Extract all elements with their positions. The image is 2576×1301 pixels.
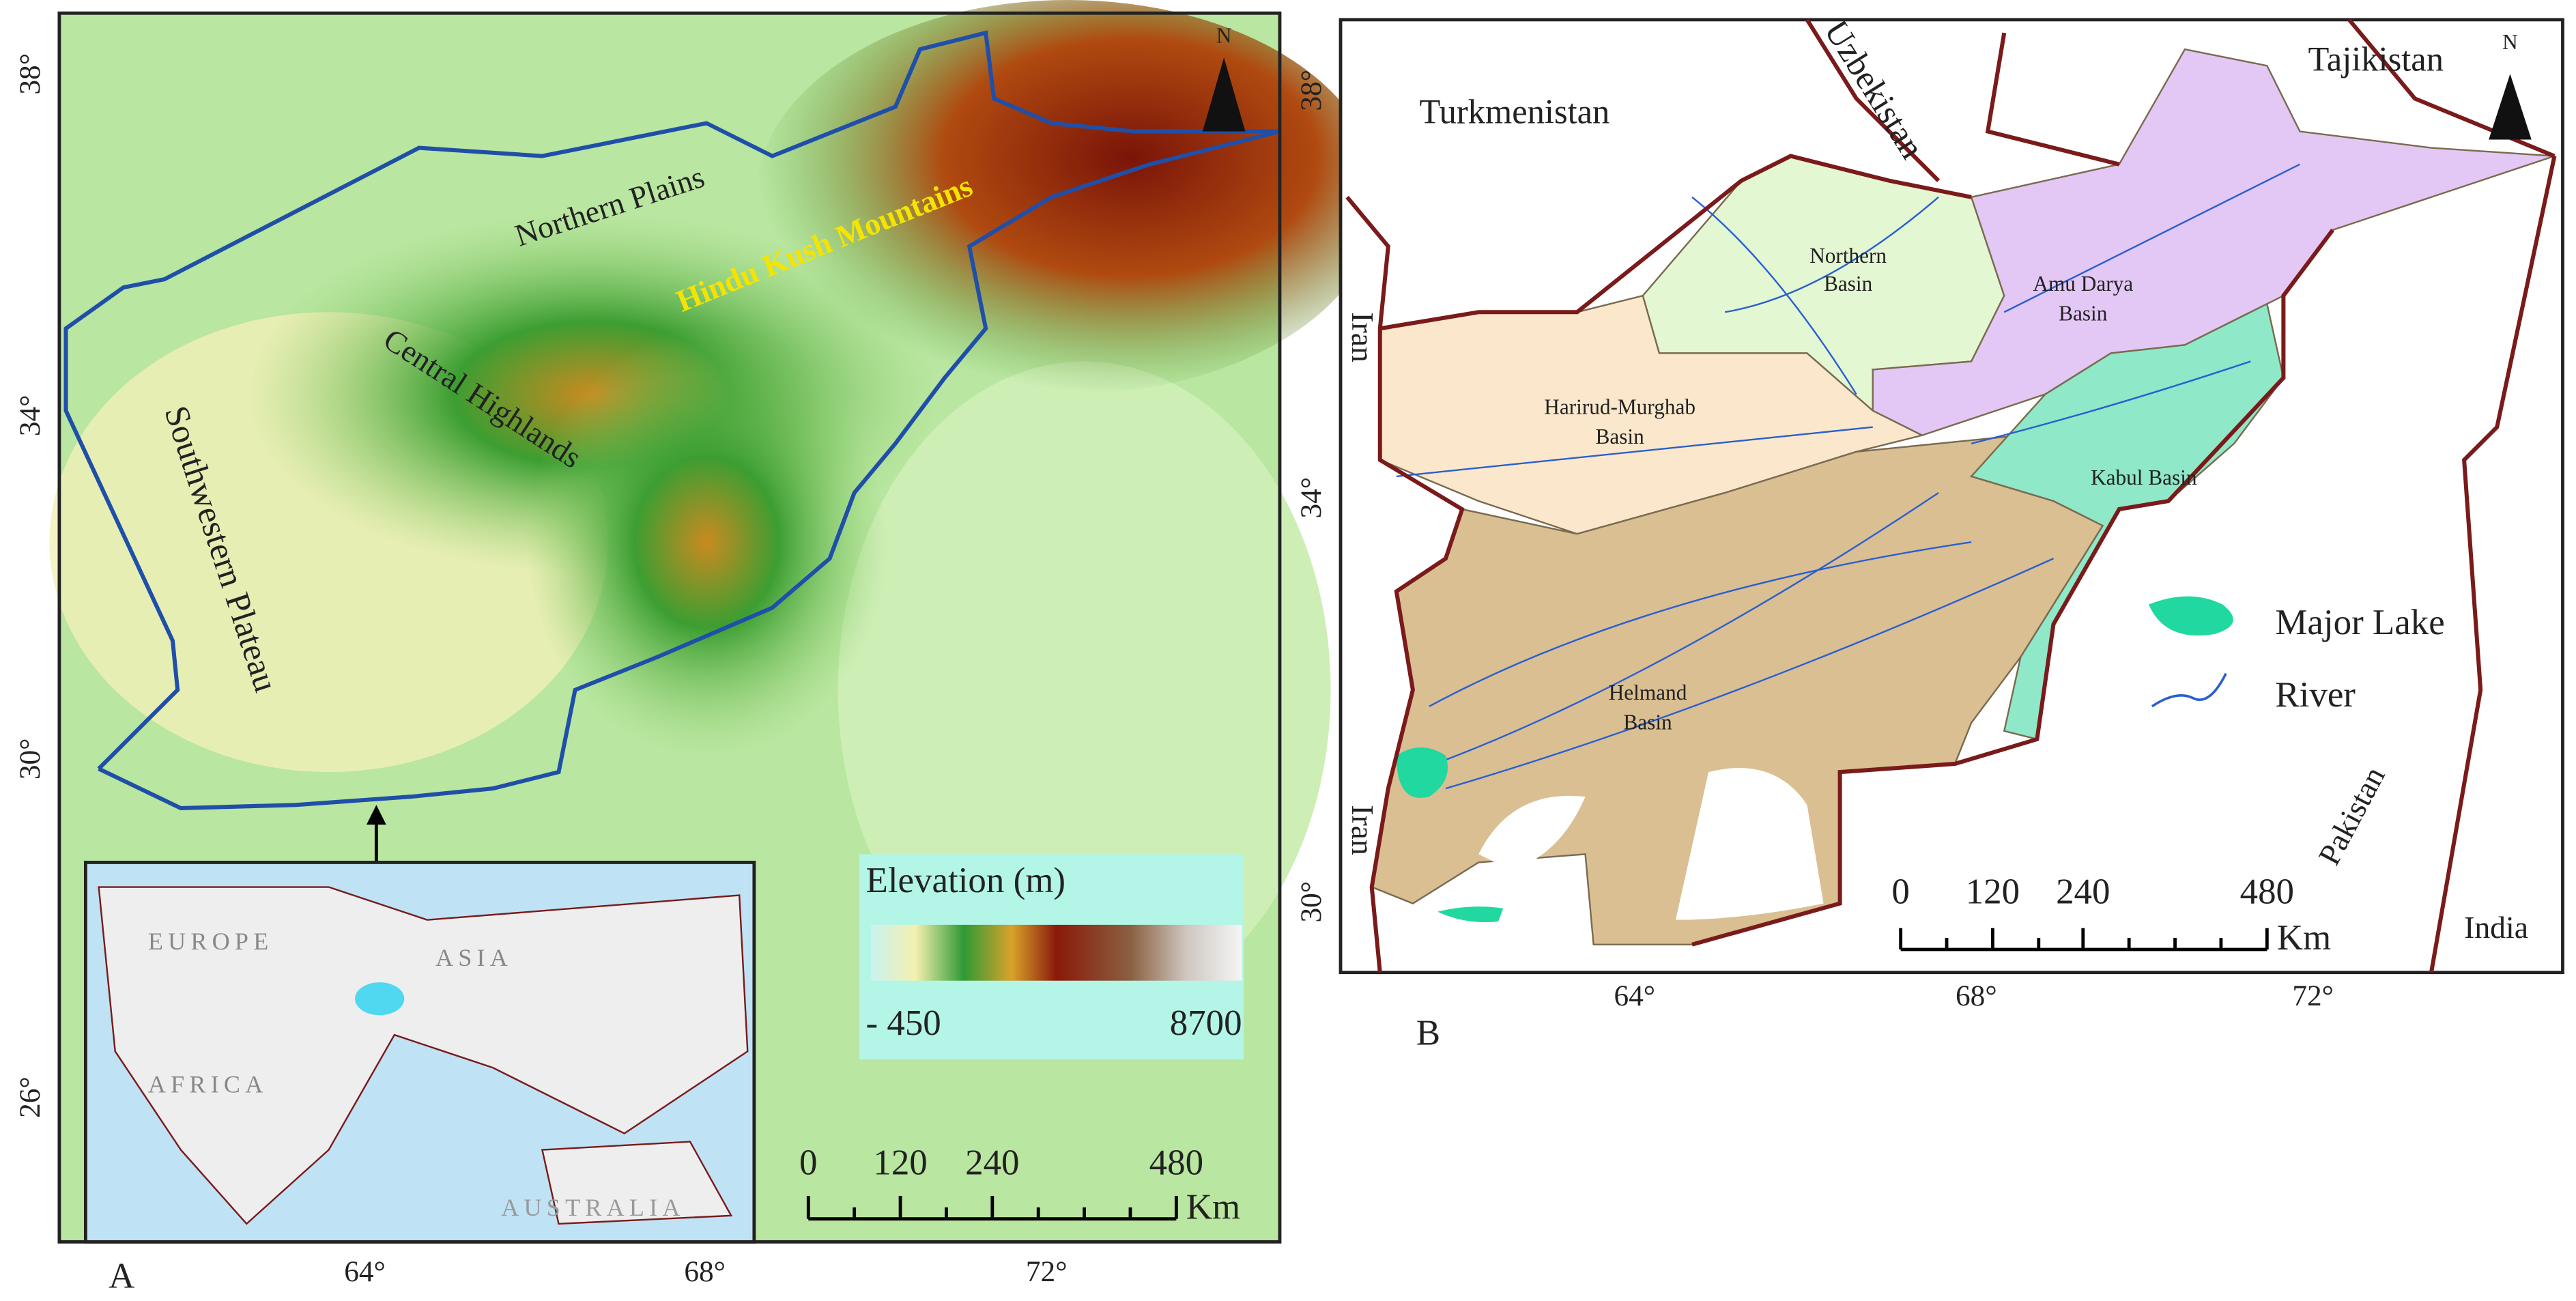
elevation-ramp (870, 924, 1242, 981)
label: 30° (1295, 881, 1328, 923)
label: Elevation (m) (866, 861, 1066, 900)
map-shape (1396, 747, 1448, 798)
map-shape (1396, 426, 1873, 478)
label: 240 (2056, 872, 2110, 912)
panel-a: N Northern Plains Hindu Kush Mountains C… (14, 0, 1380, 1296)
label: AFRICA (148, 1070, 268, 1098)
map-shape (1691, 196, 1857, 395)
map-shape (1971, 360, 2251, 444)
desert-gap (1478, 795, 1586, 871)
label: Turkmenistan (1420, 92, 1610, 130)
hindu-kush (756, 0, 1380, 395)
desert-gap (1675, 768, 1824, 920)
label: 480 (2240, 872, 2294, 912)
label: 120 (1966, 872, 2020, 912)
label: 72° (2292, 980, 2334, 1012)
label: Harirud-Murghab (1544, 395, 1695, 418)
scale-bar (1899, 928, 2269, 952)
label: Km (2277, 918, 2331, 958)
country-borders (1345, 18, 2557, 973)
map-shape (1985, 32, 2120, 167)
afghanistan (355, 982, 405, 1016)
legend-river (2151, 672, 2227, 708)
label: River (2275, 675, 2356, 715)
label: Tajikistan (2308, 40, 2444, 78)
label: Basin (2059, 301, 2108, 325)
label: Basin (1824, 272, 1873, 296)
label: 68° (1956, 980, 1997, 1012)
legend-lake (2149, 596, 2233, 636)
label: 0 (1891, 872, 1909, 912)
label: EUROPE (148, 928, 274, 955)
label: 120 (873, 1143, 927, 1183)
scale-bar (806, 1195, 1178, 1221)
map-shape (1412, 491, 1939, 773)
map-shape (1437, 906, 1504, 923)
label: 26° (14, 1076, 46, 1118)
panel-b: Turkmenistan Uzbekistan Tajikistan Iran … (1295, 13, 2564, 1053)
map-shape (1445, 558, 2054, 790)
label: Kabul Basin (2091, 466, 2197, 489)
harirud-murghab-basin (1379, 294, 1925, 535)
label: 64° (1614, 980, 1655, 1012)
label: - 450 (866, 1003, 941, 1043)
label: Amu Darya (2033, 272, 2133, 296)
label: 38° (14, 53, 46, 95)
label: AUSTRALIA (501, 1194, 685, 1221)
country-outline (63, 30, 1280, 811)
label: N (2502, 30, 2518, 54)
map-shape (1429, 541, 1972, 707)
label: Iran (1345, 805, 1380, 855)
landmass (541, 1141, 733, 1225)
label: ASIA (435, 944, 513, 971)
label: 64° (344, 1255, 386, 1288)
label: 480 (1149, 1143, 1203, 1183)
rivers (1396, 163, 2300, 790)
label: 34° (1295, 477, 1328, 519)
highlands (526, 328, 887, 756)
label: B (1416, 1014, 1440, 1053)
map-shape (1691, 229, 2334, 947)
map-shape (2003, 163, 2300, 313)
map-shape (1379, 154, 1972, 331)
label: Northern (1809, 244, 1887, 268)
lakes (1396, 596, 2233, 923)
label: Basin (1623, 711, 1672, 734)
label: India (2464, 910, 2528, 945)
label: 240 (965, 1143, 1019, 1183)
landmass (98, 886, 749, 1225)
label: 30° (14, 739, 46, 780)
label: 34° (14, 395, 46, 437)
arrowhead (366, 805, 386, 825)
label: Helmand (1609, 681, 1687, 704)
label: Iran (1345, 312, 1380, 362)
north-arrow (2489, 74, 2532, 140)
label: Basin (1596, 425, 1645, 448)
label: 72° (1026, 1255, 1068, 1288)
label: 38° (1295, 70, 1328, 111)
label: N (1216, 24, 1232, 48)
label: 8700 (1170, 1003, 1242, 1043)
plain (838, 361, 1331, 1019)
label: A (109, 1257, 134, 1296)
label: 68° (684, 1255, 726, 1288)
label: Km (1186, 1188, 1240, 1227)
label: 0 (799, 1143, 817, 1183)
map-shape (2429, 155, 2557, 973)
map-shape (1724, 196, 1939, 313)
map-shape (1345, 195, 1465, 973)
label: Major Lake (2275, 603, 2444, 642)
north-arrow (1202, 57, 1246, 132)
map-shape (1805, 18, 1941, 182)
